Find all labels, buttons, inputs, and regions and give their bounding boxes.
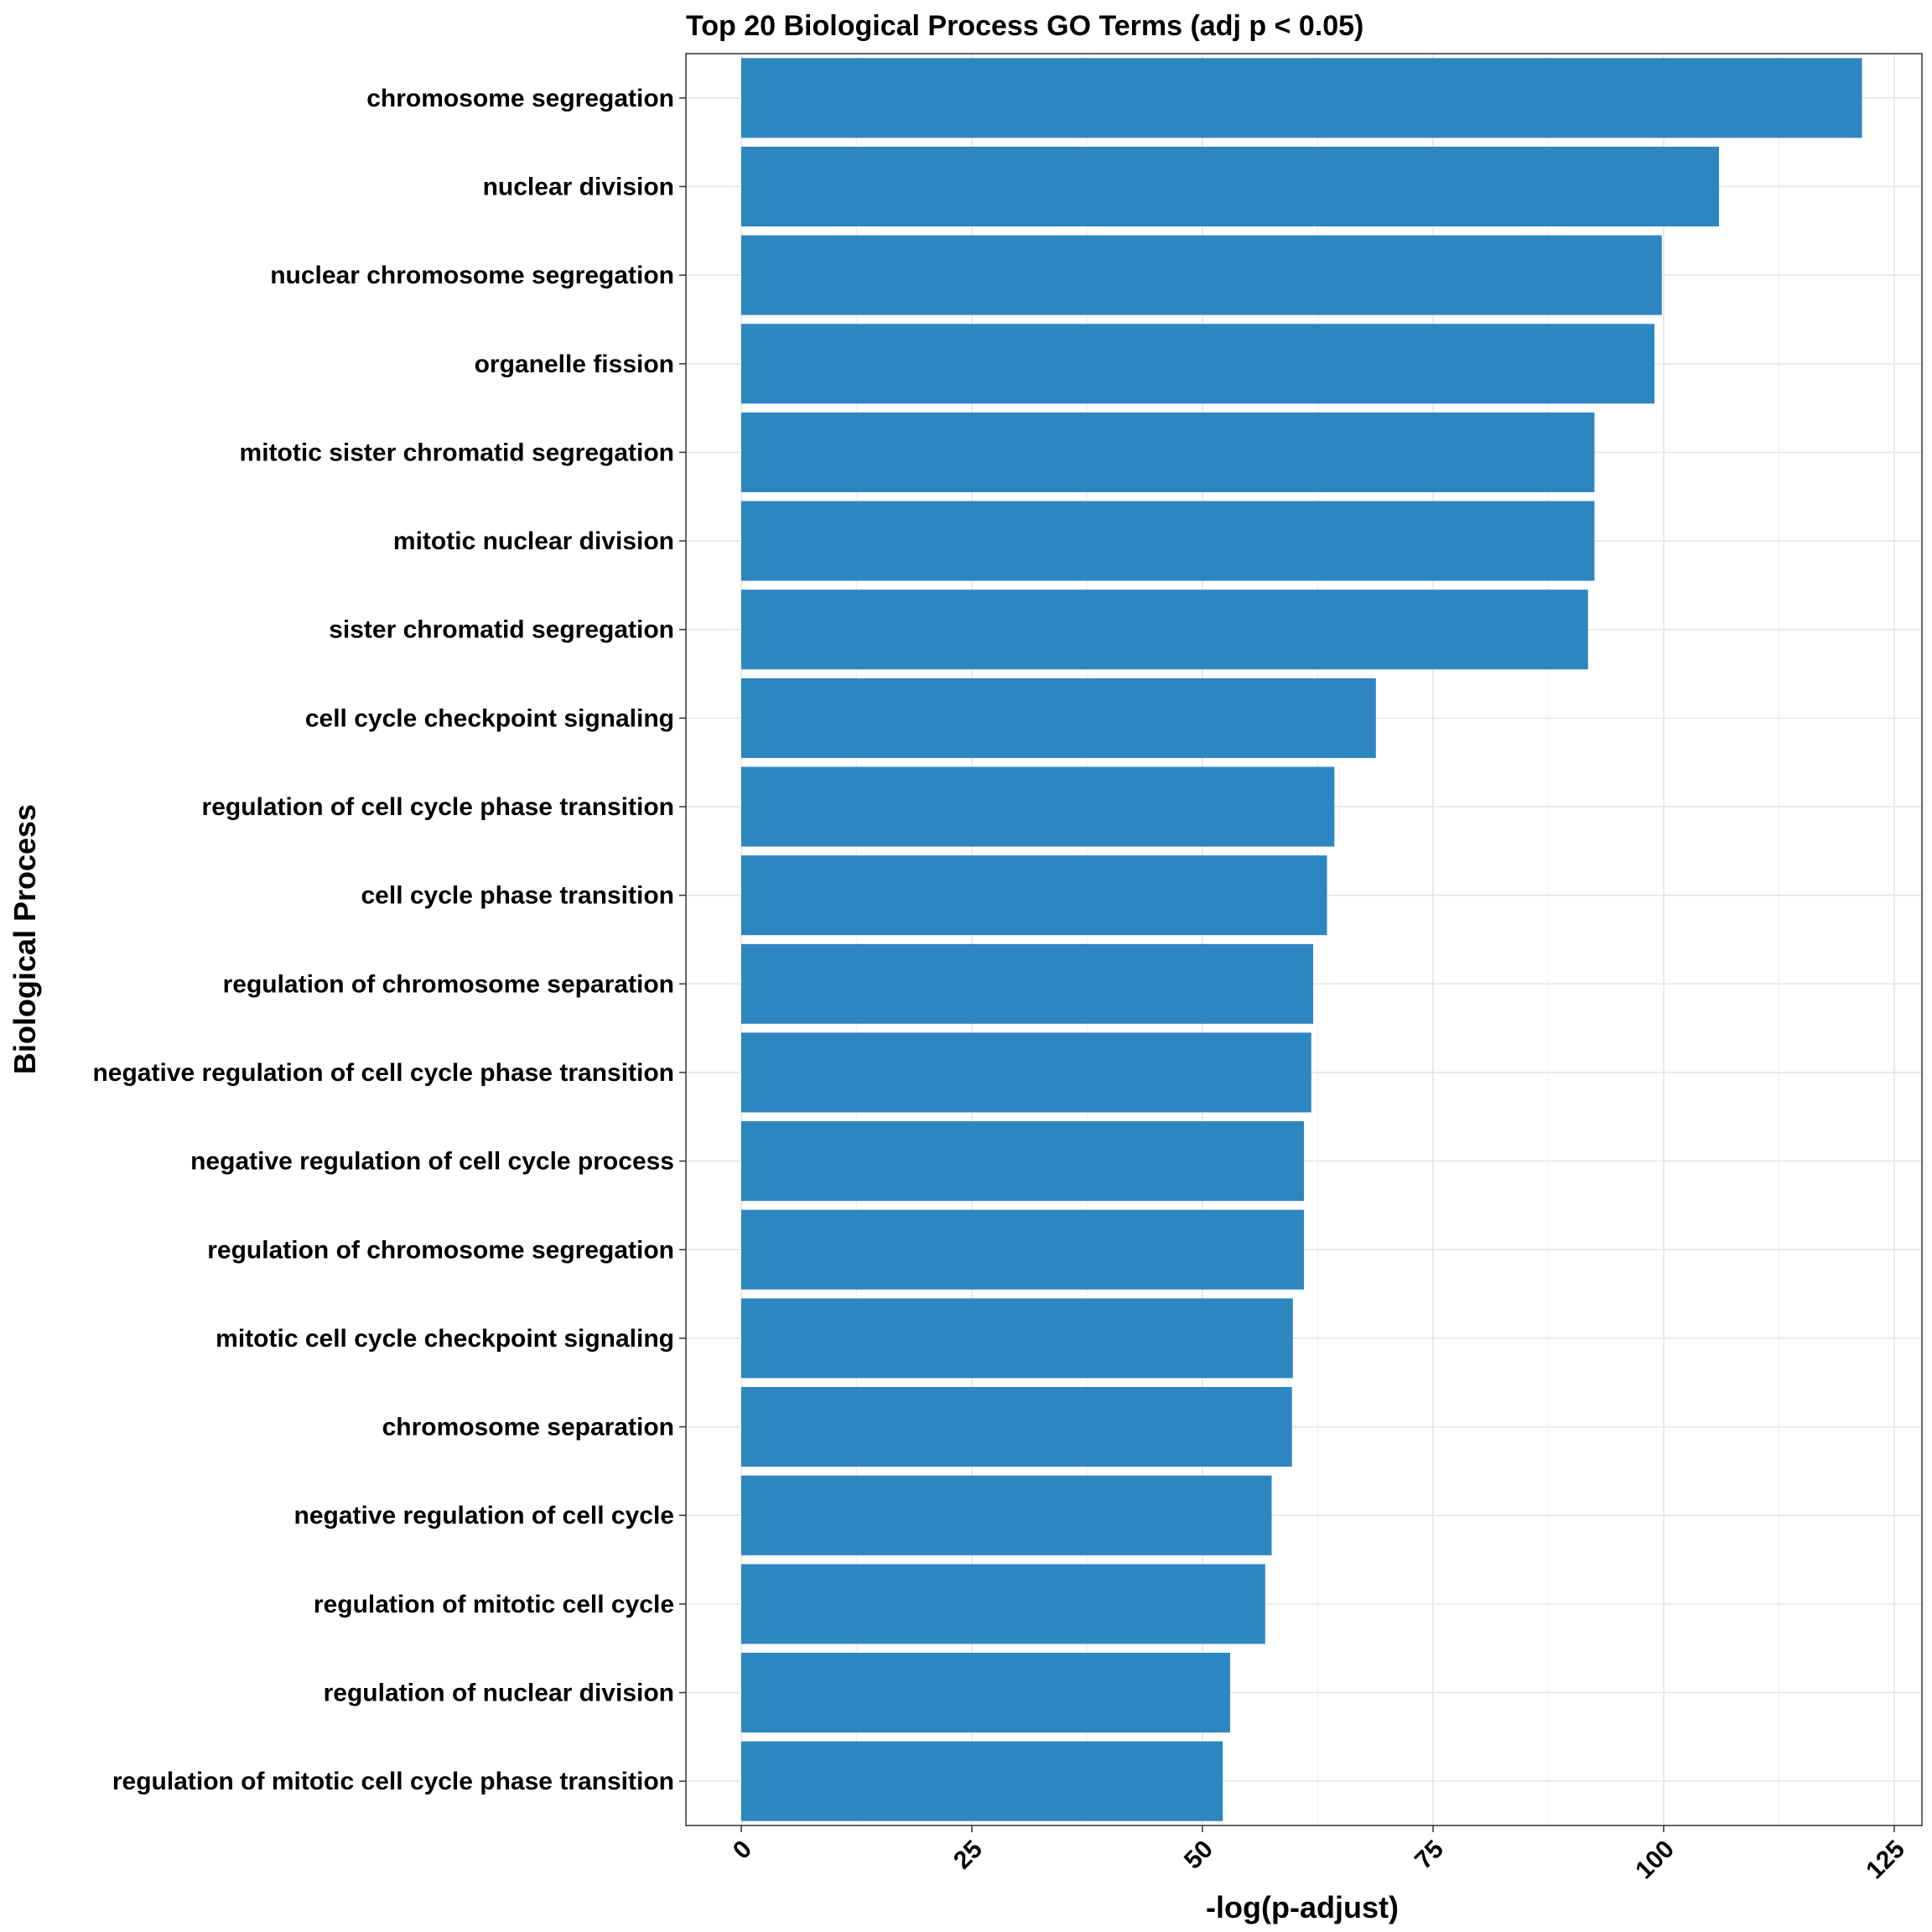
bar [741, 1475, 1272, 1555]
y-tick-label: nuclear division [483, 173, 674, 200]
y-tick-label: sister chromatid segregation [329, 616, 674, 644]
y-tick-label: nuclear chromosome segregation [270, 262, 674, 289]
y-tick-label: chromosome separation [382, 1414, 674, 1441]
y-tick-label: negative regulation of cell cycle proces… [190, 1148, 674, 1176]
y-axis-ticks: chromosome segregation nuclear division nu… [92, 85, 686, 1795]
bar [741, 324, 1654, 404]
bar [741, 589, 1588, 670]
bar [741, 678, 1376, 758]
bar [741, 1209, 1304, 1290]
y-tick-label: regulation of chromosome separation [223, 970, 674, 998]
bar [741, 412, 1595, 492]
y-tick-label: cell cycle phase transition [361, 882, 675, 910]
bar [741, 1741, 1223, 1821]
bar [741, 1652, 1230, 1733]
y-tick-label: mitotic nuclear division [393, 527, 674, 555]
y-tick-label: organelle fission [475, 351, 674, 378]
bar [741, 855, 1327, 936]
bar [741, 1387, 1292, 1467]
bar [741, 1121, 1304, 1202]
y-tick-label: negative regulation of cell cycle phase … [92, 1059, 674, 1087]
y-tick-label: regulation of chromosome segregation [207, 1236, 674, 1264]
y-tick-label: regulation of nuclear division [324, 1680, 674, 1707]
bar [741, 235, 1662, 315]
y-tick-label: negative regulation of cell cycle [294, 1502, 675, 1530]
y-axis-title: Biological Process [8, 804, 42, 1074]
y-tick-label: chromosome segregation [366, 85, 674, 112]
bar [741, 146, 1719, 227]
bar [741, 766, 1335, 847]
bar [741, 1564, 1265, 1644]
bar [741, 58, 1862, 138]
chart-title: Top 20 Biological Process GO Terms (adj … [686, 10, 1363, 42]
bar [741, 1032, 1311, 1113]
bar [741, 501, 1595, 581]
x-axis-title: -log(p-adjust) [1206, 1890, 1399, 1924]
bar [741, 1298, 1293, 1379]
y-tick-label: regulation of mitotic cell cycle [314, 1591, 674, 1618]
bar [741, 943, 1313, 1024]
y-tick-label: mitotic cell cycle checkpoint signaling [216, 1325, 674, 1353]
y-tick-label: mitotic sister chromatid segregation [240, 439, 674, 466]
y-tick-label: regulation of cell cycle phase transitio… [202, 793, 674, 821]
bars [741, 58, 1862, 1821]
y-tick-label: regulation of mitotic cell cycle phase t… [112, 1768, 674, 1795]
y-tick-label: cell cycle checkpoint signaling [305, 704, 674, 732]
plot-panel-border [685, 53, 1923, 1826]
